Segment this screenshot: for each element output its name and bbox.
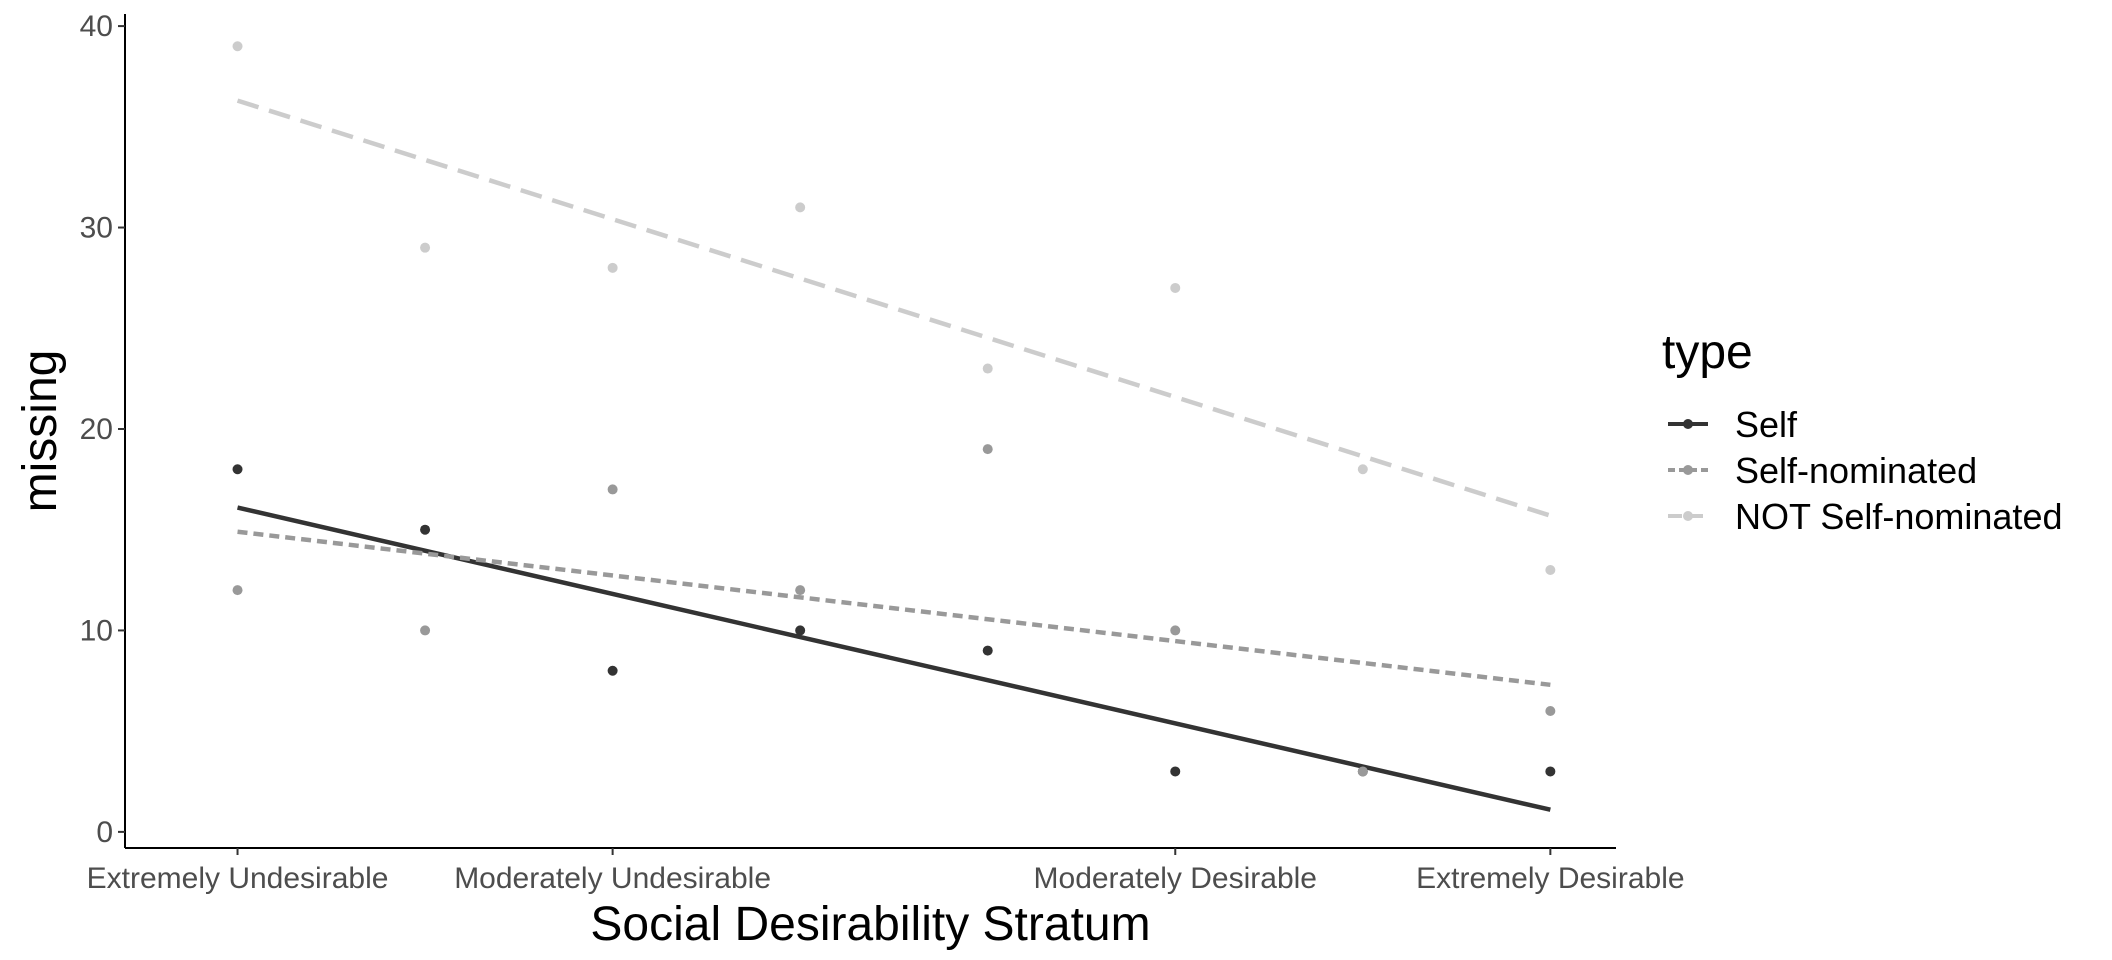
data-point-series-3 [1170,282,1181,293]
data-point-series-2 [1170,625,1181,636]
legend-key-point [1683,511,1693,521]
x-tick-label: Moderately Desirable [1034,862,1317,895]
data-point-series-2 [607,484,618,495]
trend-line-series-1 [237,505,1551,812]
data-point-series-2 [795,585,806,596]
data-point-series-3 [982,363,993,374]
trend-line-series-2 [237,529,1551,688]
data-point-series-3 [1545,565,1556,575]
data-point-series-1 [1545,766,1556,777]
axis-ticks: 0 10 20 30 40 Extremely Undesirable Moderately… [80,10,1685,895]
data-point-series-2 [982,444,993,455]
y-tick-label: 40 [80,10,113,43]
data-point-series-1 [982,645,993,656]
data-point-series-1 [1170,766,1181,777]
legend-label: Self-nominated [1735,450,1977,491]
y-tick-label: 30 [80,212,113,245]
x-tick-label: Extremely Undesirable [87,862,389,895]
data-point-series-3 [420,242,431,253]
y-tick-label: 10 [80,614,113,647]
legend-label: Self [1735,404,1798,445]
trend-lines [236,98,1552,812]
legend-title: type [1662,326,1753,379]
data-point-series-3 [1357,464,1368,475]
legend-key-point [1683,465,1693,475]
data-point-series-1 [420,524,431,535]
trend-line-series-3 [236,98,1552,518]
x-tick-label: Extremely Desirable [1416,862,1684,895]
data-point-series-2 [232,585,243,596]
legend: type Self Self-nominated NOT Self-nominate… [1662,326,2062,537]
x-tick-label: Moderately Undesirable [454,862,771,895]
data-point-series-3 [607,262,618,273]
data-point-series-2 [1357,766,1368,777]
axes [124,14,1616,849]
data-point-series-3 [232,41,243,52]
legend-key-point [1683,419,1693,429]
data-point-series-3 [795,202,806,213]
data-point-series-1 [607,665,618,676]
data-points [232,41,1556,777]
data-point-series-2 [420,625,431,636]
data-point-series-2 [1545,706,1556,717]
y-tick-label: 20 [80,413,113,446]
data-point-series-1 [232,464,243,475]
x-axis-title: Social Desirability Stratum [590,898,1150,951]
legend-items: Self Self-nominated NOT Self-nominated [1668,404,2062,537]
legend-label: NOT Self-nominated [1735,496,2062,537]
y-tick-label: 0 [96,816,113,849]
data-point-series-1 [795,625,806,636]
y-axis-title: missing [14,350,67,513]
